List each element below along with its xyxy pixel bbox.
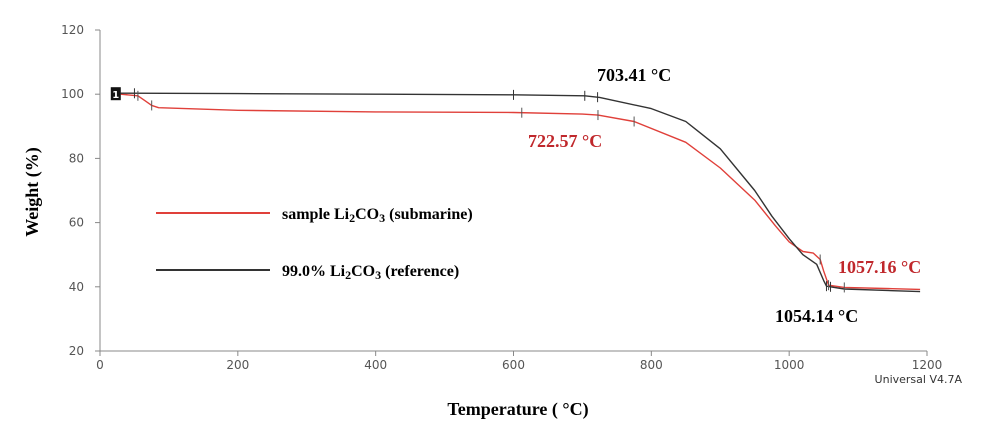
y-tick-label: 60: [69, 216, 84, 230]
series-line-reference: [120, 92, 921, 293]
y-tick-label: 120: [61, 23, 84, 37]
series-lines: [120, 92, 921, 293]
tick-marks: 1: [110, 87, 845, 293]
legend-label: 99.0% Li2CO3 (reference): [282, 263, 459, 282]
x-tick-label: 400: [364, 358, 387, 372]
axes: [99, 30, 927, 352]
y-tick-label: 100: [61, 87, 84, 101]
x-tick-label: 800: [640, 358, 663, 372]
x-tick-label: 600: [502, 358, 525, 372]
start-marker-box: [110, 87, 121, 101]
series-line-sample: [120, 93, 921, 291]
annotations: 703.41 °C 722.57 °C 1057.16 °C 1054.14 °C: [528, 65, 921, 326]
y-tick-label: 80: [69, 151, 84, 165]
annotation-label: 703.41 °C: [597, 65, 671, 85]
annotation-label: 1057.16 °C: [838, 257, 921, 277]
footer-version: Universal V4.7A: [875, 373, 963, 386]
legend: sample Li2CO3 (submarine) 99.0% Li2CO3 (r…: [156, 206, 473, 282]
y-tick-label: 40: [69, 280, 84, 294]
ticks: 0 200 400 600 800 1000 1200 20 40 60 80 100 120: [61, 23, 942, 372]
y-tick-label: 20: [69, 344, 84, 358]
start-marker-label: 1: [112, 90, 119, 101]
x-tick-label: 1200: [912, 358, 943, 372]
y-axis-title: Weight (%): [22, 147, 43, 237]
x-tick-label: 200: [226, 358, 249, 372]
legend-label: sample Li2CO3 (submarine): [282, 206, 473, 225]
x-tick-label: 1000: [774, 358, 805, 372]
x-tick-label: 0: [96, 358, 104, 372]
annotation-label: 1054.14 °C: [775, 306, 858, 326]
annotation-label: 722.57 °C: [528, 131, 602, 151]
x-axis-title: Temperature ( °C): [447, 399, 588, 420]
